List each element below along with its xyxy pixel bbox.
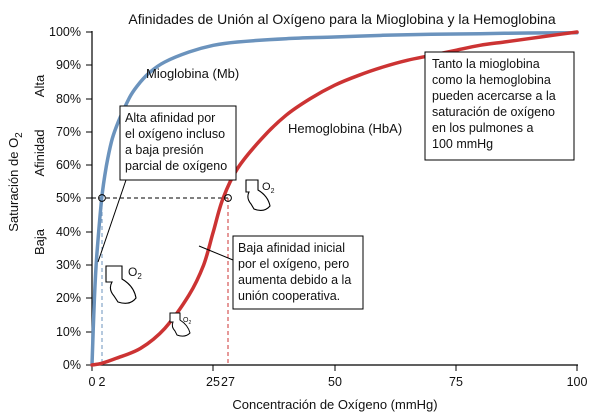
x-tick-label: 27 [221, 375, 235, 389]
myoglobin-note-pointer [97, 179, 127, 263]
hemoglobin-p50-point [224, 194, 232, 202]
myoglobin-curve [90, 30, 579, 367]
lung-note-line: en los pulmones a [432, 121, 534, 135]
oxygen-subscript: 2 [271, 188, 275, 195]
hemoglobin-note-line: unión cooperativa. [238, 289, 340, 303]
oxygen-pocket-icon-middle: O2 [245, 179, 275, 212]
y-axis-label-subscript: 2 [14, 132, 25, 138]
x-tick-label: 2 [99, 375, 106, 389]
affinity-low-label: Baja [32, 228, 47, 255]
y-tick-label: 70% [56, 125, 81, 139]
lung-annotation: Tanto la mioglobina como la hemoglobina … [424, 51, 575, 161]
x-tick-labels: 0 2 25 27 50 75 100 [89, 375, 588, 389]
y-tick-label: 40% [56, 225, 81, 239]
hemoglobin-note-line: por el oxígeno, pero [238, 257, 349, 271]
myoglobin-note-line: parcial de oxígeno [125, 159, 227, 173]
y-tick-label: 10% [56, 325, 81, 339]
lung-note-line: saturación de oxígeno [432, 105, 555, 119]
y-tick-label: 30% [56, 258, 81, 272]
y-tick-labels: 0% 10% 20% 30% 40% 50% 60% 70% 80% 90% 1… [49, 25, 81, 372]
oxygen-label: O2 [128, 265, 142, 281]
myoglobin-annotation: Alta afinidad por el oxígeno incluso a b… [97, 105, 237, 263]
x-tick-label: 100 [567, 375, 588, 389]
oxygen-symbol: O [262, 181, 271, 193]
y-axis-label: Saturación de O2 [6, 132, 25, 232]
hemoglobin-note-pointer [198, 245, 234, 261]
oxygen-subscript: 2 [137, 272, 142, 281]
chart-title: Afinidades de Unión al Oxígeno para la M… [128, 11, 555, 27]
lung-note-line: 100 mmHg [432, 137, 493, 151]
hemoglobin-annotation: Baja afinidad inicial por el oxígeno, pe… [198, 235, 364, 310]
oxygen-label: O2 [183, 317, 191, 326]
lung-note-line: pueden acercarse a la [432, 89, 556, 103]
x-tick-label: 75 [449, 375, 463, 389]
y-tick-label: 0% [63, 358, 81, 372]
lung-note-line: Tanto la mioglobina [432, 57, 540, 71]
myoglobin-note-line: a baja presión [125, 143, 204, 157]
axis-ticks [86, 31, 578, 371]
myoglobin-note-line: el oxígeno incluso [125, 127, 225, 141]
oxygen-symbol: O [183, 317, 189, 324]
y-tick-label: 80% [56, 92, 81, 106]
x-tick-label: 0 [89, 375, 96, 389]
x-tick-label: 25 [206, 375, 220, 389]
lung-note-line: como la hemoglobina [432, 73, 551, 87]
y-tick-label: 20% [56, 291, 81, 305]
oxygen-pocket-icon-small: O2 [169, 312, 191, 337]
affinity-high-label: Alta [32, 74, 47, 97]
oxygen-subscript: 2 [188, 320, 191, 326]
oxygen-pocket-icon-large: O2 [105, 265, 142, 304]
affinity-label: Afinidad [32, 130, 47, 177]
myoglobin-note-line: Alta afinidad por [125, 111, 215, 125]
y-tick-label: 50% [56, 191, 81, 205]
x-tick-label: 50 [328, 375, 342, 389]
hemoglobin-note-line: Baja afinidad inicial [238, 241, 345, 255]
y-axis-label-text: Saturación de O [6, 138, 21, 232]
myoglobin-p50-point [98, 194, 106, 202]
x-axis-label: Concentración de Oxígeno (mmHg) [232, 397, 437, 412]
lung-note-box [424, 51, 575, 161]
hemoglobin-note-box [232, 235, 364, 310]
oxygen-symbol: O [128, 265, 137, 279]
y-tick-label: 60% [56, 158, 81, 172]
y-tick-label: 100% [49, 25, 81, 39]
hemoglobin-curve [90, 30, 579, 367]
myoglobin-note-box [119, 105, 237, 181]
oxygen-label: O2 [262, 181, 275, 195]
myoglobin-series-label: Mioglobina (Mb) [146, 66, 239, 81]
hemoglobin-series-label: Hemoglobina (HbA) [288, 121, 402, 136]
hemoglobin-note-line: aumenta debido a la [238, 273, 351, 287]
y-tick-label: 90% [56, 58, 81, 72]
